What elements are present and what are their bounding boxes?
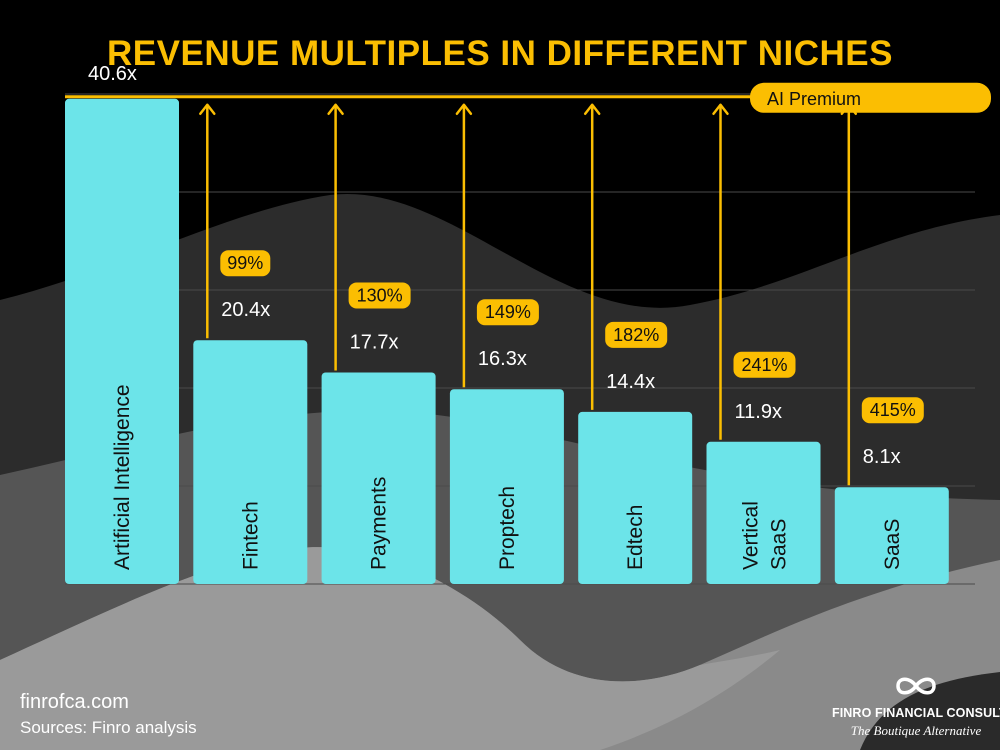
value-label: 40.6x	[88, 63, 137, 85]
premium-label: 415%	[870, 400, 916, 420]
premium-arrow-head	[455, 103, 473, 116]
brand-logo: FINRO FINANCIAL CONSULTING The Boutique …	[832, 672, 1000, 750]
premium-badge	[733, 351, 796, 378]
category-label-line: Vertical	[740, 501, 763, 570]
category-label: Fintech	[239, 501, 262, 570]
premium-arrow-head	[199, 103, 216, 116]
bar	[321, 372, 436, 584]
bar	[706, 441, 821, 584]
premium-badge	[605, 321, 668, 348]
premium-label: 149%	[485, 302, 531, 322]
ai-premium-pill	[750, 82, 991, 113]
premium-label: 130%	[357, 285, 403, 305]
value-label: 16.3x	[478, 348, 527, 370]
category-label: Edtech	[624, 505, 647, 570]
category-label-line: Payments	[368, 477, 391, 570]
premium-label: 99%	[227, 253, 263, 273]
category-label: SaaS	[881, 519, 904, 570]
bars: Artificial Intelligence Fintech Payments Pr…	[65, 98, 949, 584]
premium-label: 241%	[741, 355, 787, 375]
category-label: Payments	[368, 477, 391, 570]
premium-badge	[476, 299, 539, 326]
category-label-line: Proptech	[496, 486, 519, 570]
category-label-line: Fintech	[239, 501, 262, 570]
category-label-line: SaaS	[768, 519, 791, 570]
ai-premium-label: AI Premium	[767, 89, 861, 109]
premium-arrow-head	[327, 103, 344, 116]
value-label: 14.4x	[606, 371, 655, 393]
category-label-line: Edtech	[624, 505, 647, 570]
category-label-line: Artificial Intelligence	[111, 384, 134, 570]
bar	[65, 98, 179, 584]
premium-badge	[348, 282, 411, 309]
brand-tagline: The Boutique Alternative	[850, 723, 982, 738]
sources-note: Sources: Finro analysis	[20, 718, 197, 737]
bar	[449, 389, 564, 584]
premium-arrow-head	[583, 103, 601, 116]
page-title: REVENUE MULTIPLES IN DIFFERENT NICHES	[107, 34, 893, 73]
category-label: Artificial Intelligence	[111, 384, 134, 570]
category-label-line: SaaS	[881, 519, 904, 570]
value-label: 8.1x	[863, 446, 901, 468]
value-label: 20.4x	[221, 299, 270, 321]
premium-badge	[220, 250, 271, 277]
overlay: 40.6x 20.4x 99% 17.7x 130% 16.3x 149% 14.4x 182%…	[65, 63, 991, 486]
bar	[193, 340, 308, 584]
premium-badge	[861, 397, 924, 424]
premium-arrow-head	[712, 103, 729, 116]
bar	[578, 411, 693, 584]
category-label: Vertical SaaS	[740, 501, 791, 570]
brand-name: FINRO FINANCIAL CONSULTING	[832, 706, 1000, 720]
website-link[interactable]: finrofca.com	[20, 691, 129, 713]
value-label: 17.7x	[350, 331, 399, 353]
premium-label: 182%	[613, 325, 659, 345]
category-label: Proptech	[496, 486, 519, 570]
value-label: 11.9x	[735, 401, 782, 423]
infinity-icon	[896, 677, 936, 695]
bar	[834, 487, 949, 584]
